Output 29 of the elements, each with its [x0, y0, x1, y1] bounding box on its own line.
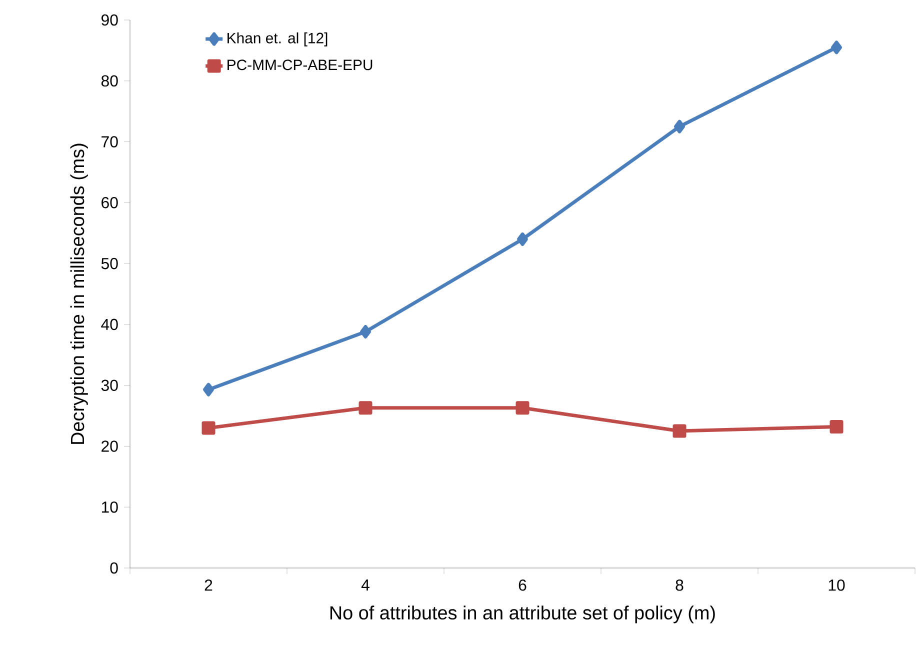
y-tick-label: 10 — [102, 501, 118, 513]
x-axis-title: No of attributes in an attribute set of policy (m) — [330, 606, 715, 624]
point — [672, 424, 686, 438]
y-tick-label: 50 — [101, 258, 118, 270]
x-tick-label: 2 — [204, 580, 212, 591]
x-tick-label: 6 — [518, 580, 526, 591]
legend-label: PC-MM-CP-ABE-EPU — [228, 60, 372, 70]
legend-label: Khan et. al [12] — [228, 32, 328, 46]
point — [516, 401, 530, 415]
y-axis-title: Decryption time in milliseconds (ms) — [70, 144, 88, 444]
y-tick-label: 60 — [102, 197, 118, 208]
point — [831, 40, 842, 54]
point — [830, 420, 844, 434]
y-tick-label: 90 — [102, 14, 118, 26]
point — [360, 325, 372, 338]
point — [674, 120, 686, 134]
y-tick-label: 40 — [101, 318, 118, 330]
y-tick-label: 80 — [101, 75, 118, 87]
y-tick-label: 30 — [101, 380, 118, 391]
point — [202, 421, 216, 435]
x-tick-label: 4 — [361, 580, 370, 590]
y-tick-label: 0 — [110, 562, 118, 574]
point — [203, 382, 214, 396]
x-tick-label: 10 — [828, 580, 845, 591]
point — [517, 232, 528, 246]
y-tick-label: 20 — [102, 440, 118, 452]
x-tick-label: 8 — [676, 580, 684, 591]
point — [358, 401, 372, 415]
y-tick-label: 70 — [102, 136, 118, 148]
